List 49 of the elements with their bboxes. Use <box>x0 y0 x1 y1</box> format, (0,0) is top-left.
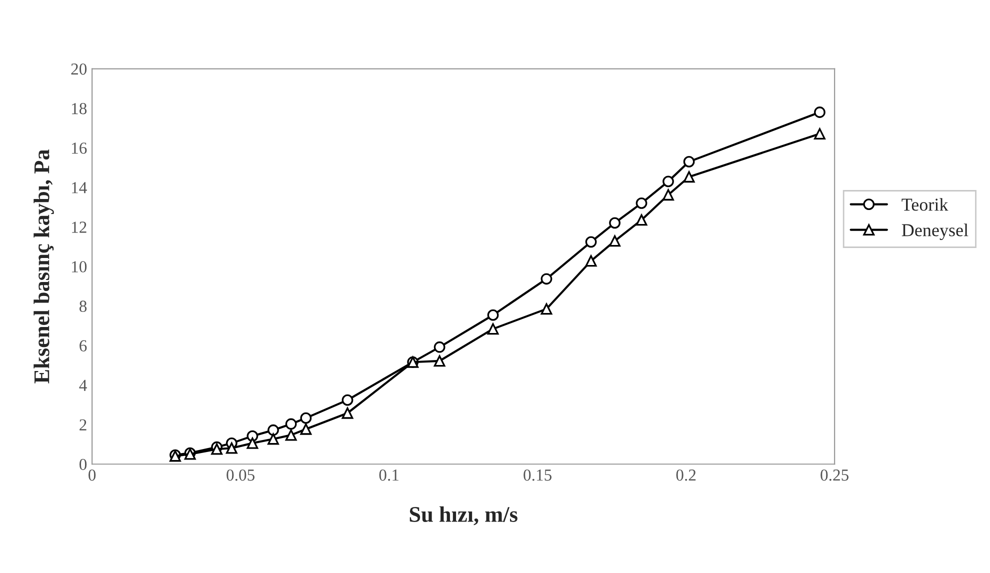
point <box>636 214 648 226</box>
point <box>683 171 695 183</box>
point <box>585 236 597 248</box>
point <box>683 156 695 168</box>
x-tick-label: 0.05 <box>226 469 254 481</box>
point <box>300 423 312 435</box>
y-axis-title: Eksenel basınç kaybı, Pa <box>34 149 54 384</box>
y-tick-label: 6 <box>80 340 87 352</box>
point <box>342 407 354 419</box>
point <box>814 128 826 140</box>
point <box>285 418 297 430</box>
y-tick-label: 4 <box>79 380 87 391</box>
x-axis-title: Su hızı, m/s <box>410 506 518 526</box>
legend-label: Teorik <box>902 198 948 211</box>
y-tick-label: 2 <box>80 419 86 430</box>
y-tick-label: 10 <box>72 261 87 272</box>
point <box>300 412 312 424</box>
y-tick-label: 20 <box>71 63 87 75</box>
point <box>585 255 597 267</box>
x-tick-label: 0.1 <box>379 469 398 481</box>
point <box>268 433 279 445</box>
point <box>609 217 620 229</box>
x-tick-label: 0.2 <box>676 469 696 481</box>
y-tick-label: 18 <box>72 102 87 114</box>
point <box>609 235 620 247</box>
point <box>434 341 446 353</box>
point <box>662 176 674 188</box>
point <box>814 106 826 118</box>
point <box>662 189 674 201</box>
y-tick-label: 16 <box>72 142 87 154</box>
point <box>342 394 354 406</box>
y-tick-label: 12 <box>72 222 86 233</box>
point <box>268 424 279 436</box>
point <box>487 309 499 321</box>
point <box>540 303 552 315</box>
y-tick-label: 8 <box>80 300 87 312</box>
point <box>226 442 238 454</box>
point <box>540 273 552 285</box>
point <box>487 323 499 335</box>
legend-label: Deneysel <box>902 224 968 240</box>
point <box>246 437 258 449</box>
y-tick-label: 0 <box>80 458 87 470</box>
point <box>434 355 446 367</box>
x-tick-label: 0 <box>88 469 96 481</box>
x-tick-label: 0.15 <box>524 469 552 481</box>
x-tick-label: 0.25 <box>820 469 848 481</box>
point <box>636 197 648 209</box>
y-tick-label: 14 <box>72 182 87 194</box>
point <box>285 429 297 441</box>
